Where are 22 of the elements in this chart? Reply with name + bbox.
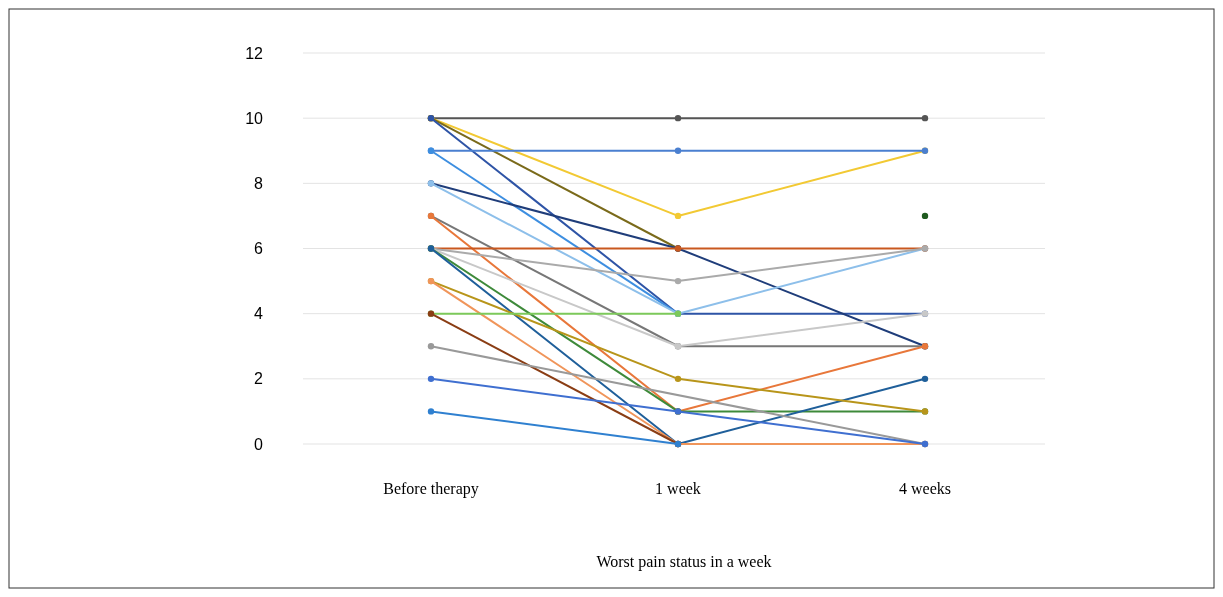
point: [427, 408, 435, 415]
x-tick-label: 4 weeks: [899, 480, 951, 497]
y-tick-label: 2: [254, 370, 264, 388]
x-tick-label: Before therapy: [383, 480, 479, 498]
point: [674, 212, 682, 220]
point: [921, 114, 929, 122]
point: [674, 114, 682, 122]
y-tick-label: 4: [254, 305, 264, 323]
y-tick-label: 8: [254, 174, 264, 192]
point: [427, 375, 435, 383]
point: [674, 375, 682, 383]
y-tick-label: 0: [254, 435, 264, 453]
x-axis-title: Worst pain status in a week: [596, 553, 772, 571]
y-tick-label: 10: [245, 109, 264, 127]
point: [674, 277, 682, 285]
point: [921, 212, 929, 220]
x-tick-label: 1 week: [655, 480, 701, 497]
y-tick-label: 6: [254, 240, 264, 258]
point: [674, 147, 682, 154]
y-tick-label: 12: [245, 44, 264, 62]
point: [921, 375, 929, 383]
point: [427, 343, 435, 350]
